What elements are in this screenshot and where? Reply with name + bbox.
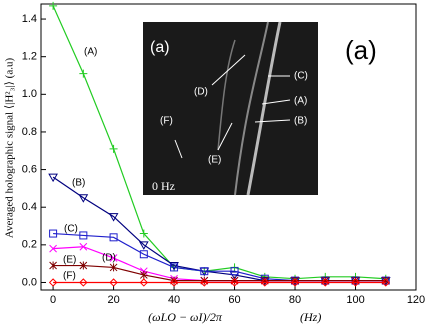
y-tick-label: 0.0	[22, 276, 37, 288]
series-line	[53, 264, 386, 282]
marker	[109, 254, 118, 262]
marker	[169, 278, 179, 287]
marker	[49, 1, 58, 10]
x-tick-label: 120	[407, 294, 425, 306]
marker	[139, 278, 149, 287]
y-axis-label: Averaged holographic signal ⟨|H²₃|⟩ (a.u…	[4, 58, 16, 239]
x-tick-label: 20	[107, 294, 119, 306]
marker	[138, 241, 149, 250]
marker	[109, 233, 118, 242]
inset-marker-label: (A)	[294, 96, 307, 107]
marker	[109, 278, 118, 287]
marker	[139, 270, 148, 279]
x-tick-label: 60	[228, 294, 240, 306]
series-label: (E)	[63, 255, 76, 266]
x-tick-label: 100	[346, 294, 364, 306]
marker	[229, 271, 240, 280]
marker	[49, 229, 58, 238]
marker	[109, 144, 118, 153]
marker	[351, 278, 360, 287]
y-tick-label: 1.4	[22, 13, 37, 25]
inset-marker-label: (E)	[208, 155, 221, 166]
marker	[230, 278, 239, 287]
series-label: (C)	[64, 224, 78, 235]
marker	[321, 278, 330, 287]
series: (F)	[48, 271, 390, 287]
marker	[79, 231, 88, 240]
panel-label: (a)	[345, 35, 377, 65]
series-label: (F)	[63, 271, 76, 282]
marker	[79, 69, 88, 78]
marker	[170, 263, 179, 272]
series: (C)	[49, 224, 390, 285]
marker	[200, 267, 209, 276]
series-label: (B)	[72, 178, 85, 189]
marker	[139, 250, 148, 259]
marker	[381, 278, 390, 287]
x-tick-label: 0	[50, 294, 56, 306]
inset-arrows	[174, 54, 291, 159]
marker	[139, 229, 148, 238]
inset-vessels	[217, 21, 282, 196]
marker	[79, 242, 88, 251]
marker	[290, 278, 300, 287]
marker	[48, 278, 58, 287]
marker	[108, 213, 119, 222]
inset-label: (a)	[150, 39, 170, 56]
series-label: (D)	[102, 253, 116, 264]
x-axis-unit: (Hz)	[300, 310, 321, 324]
y-tick-label: 0.8	[22, 126, 37, 138]
inset-marker-label: (C)	[294, 71, 308, 82]
plot-frame	[40, 3, 417, 291]
marker	[109, 263, 118, 272]
y-tick-label: 0.4	[22, 201, 37, 213]
inset-caption: 0 Hz	[152, 179, 175, 193]
series-line	[52, 5, 386, 280]
y-tick-label: 0.6	[22, 163, 37, 175]
x-axis-label: (ωLO − ωI)/2π	[148, 310, 223, 324]
y-tick-label: 1.0	[22, 88, 37, 100]
inset-marker-label: (B)	[294, 116, 307, 127]
marker	[78, 194, 89, 203]
inset-marker-label: (D)	[194, 87, 208, 98]
marker	[79, 261, 88, 270]
y-tick-label: 1.2	[22, 51, 37, 63]
marker	[79, 278, 88, 287]
marker	[260, 278, 269, 287]
series: (D)	[49, 242, 390, 285]
marker	[48, 173, 58, 183]
y-tick-label: 0.2	[22, 239, 37, 251]
inset-image	[143, 22, 318, 195]
marker	[49, 261, 57, 270]
inset-marker-label: (F)	[160, 116, 173, 127]
marker	[200, 278, 209, 287]
x-tick-label: 80	[289, 294, 301, 306]
series-label: (A)	[84, 47, 97, 58]
marker	[230, 267, 239, 276]
marker	[49, 244, 57, 253]
x-tick-label: 40	[168, 294, 180, 306]
